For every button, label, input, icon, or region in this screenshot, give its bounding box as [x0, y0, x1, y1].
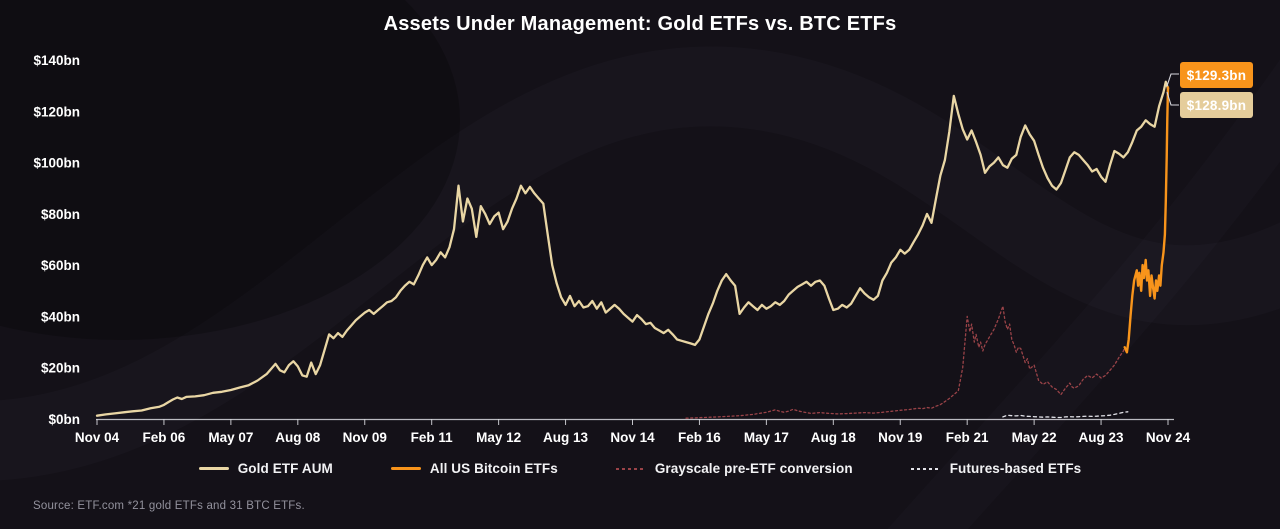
gold-line-swatch-icon	[198, 467, 229, 470]
x-axis-tick-label: Feb 16	[678, 430, 721, 445]
series-line-bitcoin	[1123, 86, 1170, 354]
btc-end-value-badge: $129.3bn	[1180, 62, 1253, 88]
y-axis-tick-label: $80bn	[41, 207, 80, 222]
x-axis-tick-label: Nov 19	[878, 430, 922, 445]
chart-plot-area: $140bn $120bn $100bn $80bn $60bn $40bn $20bn $0…	[33, 53, 1191, 445]
x-axis-tick-label: Nov 14	[610, 430, 655, 445]
x-axis-tick-label: Feb 21	[946, 430, 989, 445]
y-axis-tick-label: $0bn	[48, 412, 80, 427]
legend-label: Gold ETF AUM	[237, 461, 333, 476]
x-axis-tick-label: May 07	[208, 430, 253, 445]
y-axis-tick-label: $120bn	[33, 104, 80, 119]
x-axis-tick-label: May 12	[476, 430, 521, 445]
x-axis-tick-label: Aug 23	[1079, 430, 1125, 445]
legend: Gold ETF AUM All US Bitcoin ETFs Graysca…	[0, 461, 1280, 476]
bitcoin-line-swatch-icon	[390, 467, 421, 470]
legend-item-us-bitcoin-etfs: All US Bitcoin ETFs	[390, 461, 558, 476]
legend-label: Grayscale pre-ETF conversion	[654, 461, 853, 476]
x-axis-tick-label: Feb 11	[411, 430, 454, 445]
x-axis-tick-label: Aug 18	[811, 430, 857, 445]
series-line-gold	[95, 80, 1170, 417]
futures-dashed-swatch-icon	[910, 467, 941, 470]
legend-item-grayscale-pre-etf: Grayscale pre-ETF conversion	[615, 461, 853, 476]
x-axis-tick-label: Feb 06	[143, 430, 186, 445]
x-axis-tick-label: May 17	[744, 430, 789, 445]
gold-end-value-badge: $128.9bn	[1180, 92, 1253, 118]
btc-badge-connector	[1166, 73, 1179, 87]
legend-item-futures-based-etfs: Futures-based ETFs	[910, 461, 1082, 476]
gold-badge-connector	[1166, 91, 1179, 106]
source-note: Source: ETF.com *21 gold ETFs and 31 BTC…	[33, 500, 305, 512]
x-axis-tick-label: Nov 09	[343, 430, 387, 445]
x-axis-tick-label: Aug 13	[543, 430, 589, 445]
legend-item-gold-etf-aum: Gold ETF AUM	[198, 461, 333, 476]
x-axis-tick-label: Nov 24	[1146, 430, 1191, 445]
legend-label: Futures-based ETFs	[949, 461, 1082, 476]
y-axis-tick-label: $20bn	[41, 361, 80, 376]
y-axis-tick-label: $100bn	[33, 156, 80, 171]
series-line-futures	[1002, 411, 1129, 419]
y-axis-tick-label: $140bn	[33, 53, 80, 68]
chart-title: Assets Under Management: Gold ETFs vs. B…	[383, 13, 897, 35]
legend-label: All US Bitcoin ETFs	[429, 461, 558, 476]
y-axis-tick-label: $40bn	[41, 309, 80, 324]
grayscale-dashed-swatch-icon	[615, 467, 646, 470]
series-line-grayscale	[685, 305, 1126, 419]
x-axis-tick-label: Nov 04	[75, 430, 120, 445]
y-axis-tick-label: $60bn	[41, 258, 80, 273]
x-axis-tick-label: May 22	[1012, 430, 1057, 445]
x-axis-tick-label: Aug 08	[275, 430, 321, 445]
